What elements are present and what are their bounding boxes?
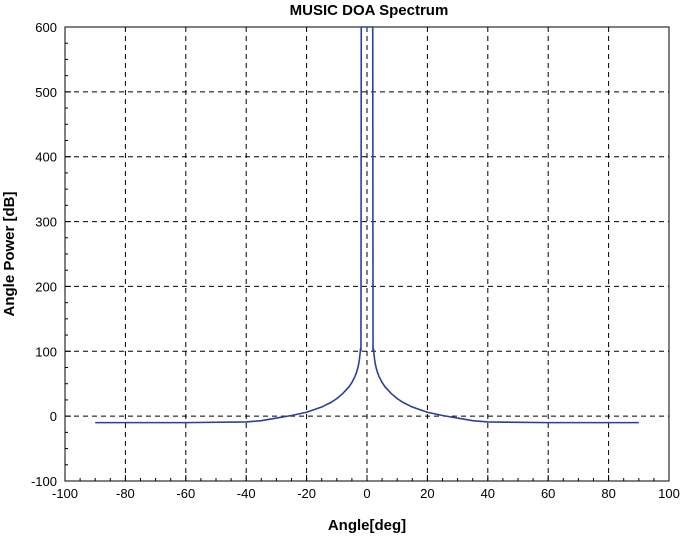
y-tick-label: 300 xyxy=(35,215,57,230)
chart-title: MUSIC DOA Spectrum xyxy=(290,2,449,19)
x-axis: -100 -80 -60 -40 -20 0 20 40 60 80 100 xyxy=(52,475,680,501)
y-tick-label: 0 xyxy=(50,409,57,424)
spectrum-line xyxy=(95,26,639,424)
y-tick-label: 100 xyxy=(35,344,57,359)
x-tick-label: 60 xyxy=(541,486,555,501)
x-tick-label: 0 xyxy=(363,486,370,501)
y-tick-label: 500 xyxy=(35,85,57,100)
y-axis: -100 0 100 200 300 400 500 600 xyxy=(31,20,71,489)
x-tick-label: 20 xyxy=(420,486,434,501)
y-tick-label: -100 xyxy=(31,474,57,489)
x-tick-label: -40 xyxy=(237,486,256,501)
y-axis-title: Angle Power [dB] xyxy=(1,191,18,316)
x-tick-label: 100 xyxy=(658,486,680,501)
grid xyxy=(65,27,669,481)
y-tick-label: 400 xyxy=(35,150,57,165)
y-tick-label: 200 xyxy=(35,279,57,294)
x-tick-label: 40 xyxy=(481,486,495,501)
x-tick-label: -80 xyxy=(116,486,135,501)
x-axis-title: Angle[deg] xyxy=(328,517,406,534)
x-tick-label: -100 xyxy=(52,486,78,501)
x-tick-label: -20 xyxy=(297,486,316,501)
x-tick-label: 80 xyxy=(601,486,615,501)
y-tick-label: 600 xyxy=(35,20,57,35)
x-tick-label: -60 xyxy=(176,486,195,501)
